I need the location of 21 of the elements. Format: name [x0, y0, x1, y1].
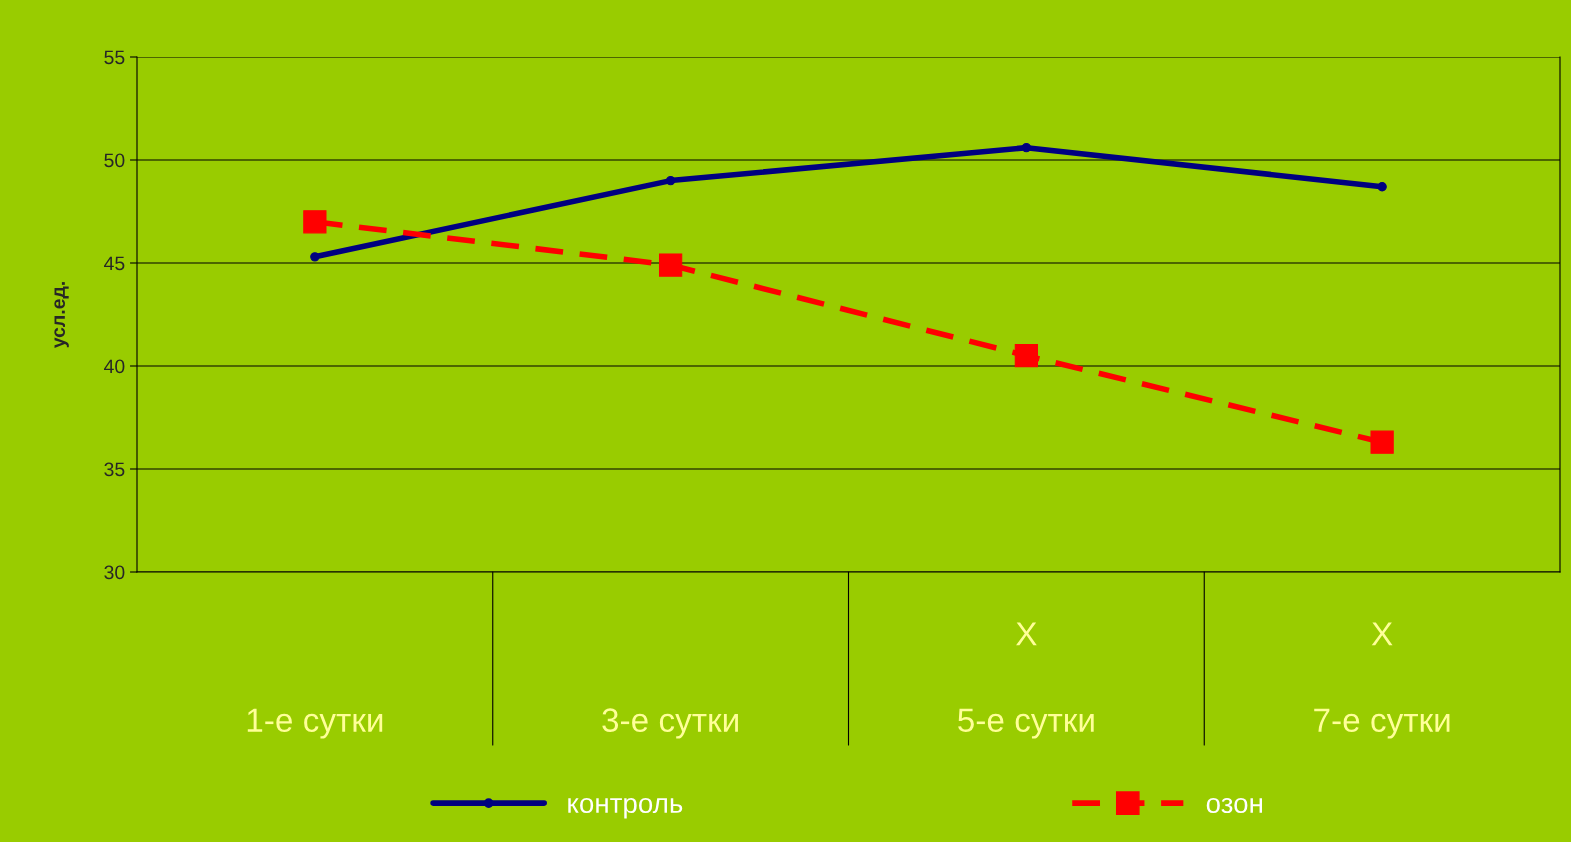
point: [1014, 344, 1039, 368]
point: [303, 210, 327, 234]
x-tick-label: 3-е сутки: [602, 708, 738, 739]
category-label: X 7-е сутки: [1314, 622, 1450, 739]
y-tick-label: 50: [104, 153, 125, 168]
point: [665, 175, 676, 186]
y-tick-label: 45: [104, 256, 125, 271]
point: [1021, 142, 1032, 153]
y-tick-label: 30: [104, 565, 125, 580]
legend-label: контроль: [568, 797, 683, 819]
point: [310, 252, 320, 262]
y-tick-label: 55: [104, 50, 125, 65]
point: [1377, 182, 1387, 192]
point: [658, 253, 683, 277]
point: [1370, 430, 1394, 454]
x-tick-label: 1-е сутки: [247, 708, 383, 739]
y-tick-label: 40: [104, 359, 125, 374]
y-axis-title: усл.ед.: [54, 282, 69, 349]
category-label: X 5-е сутки: [958, 622, 1094, 739]
legend-label: озон: [1206, 797, 1262, 814]
y-tick-label: 35: [104, 462, 125, 477]
